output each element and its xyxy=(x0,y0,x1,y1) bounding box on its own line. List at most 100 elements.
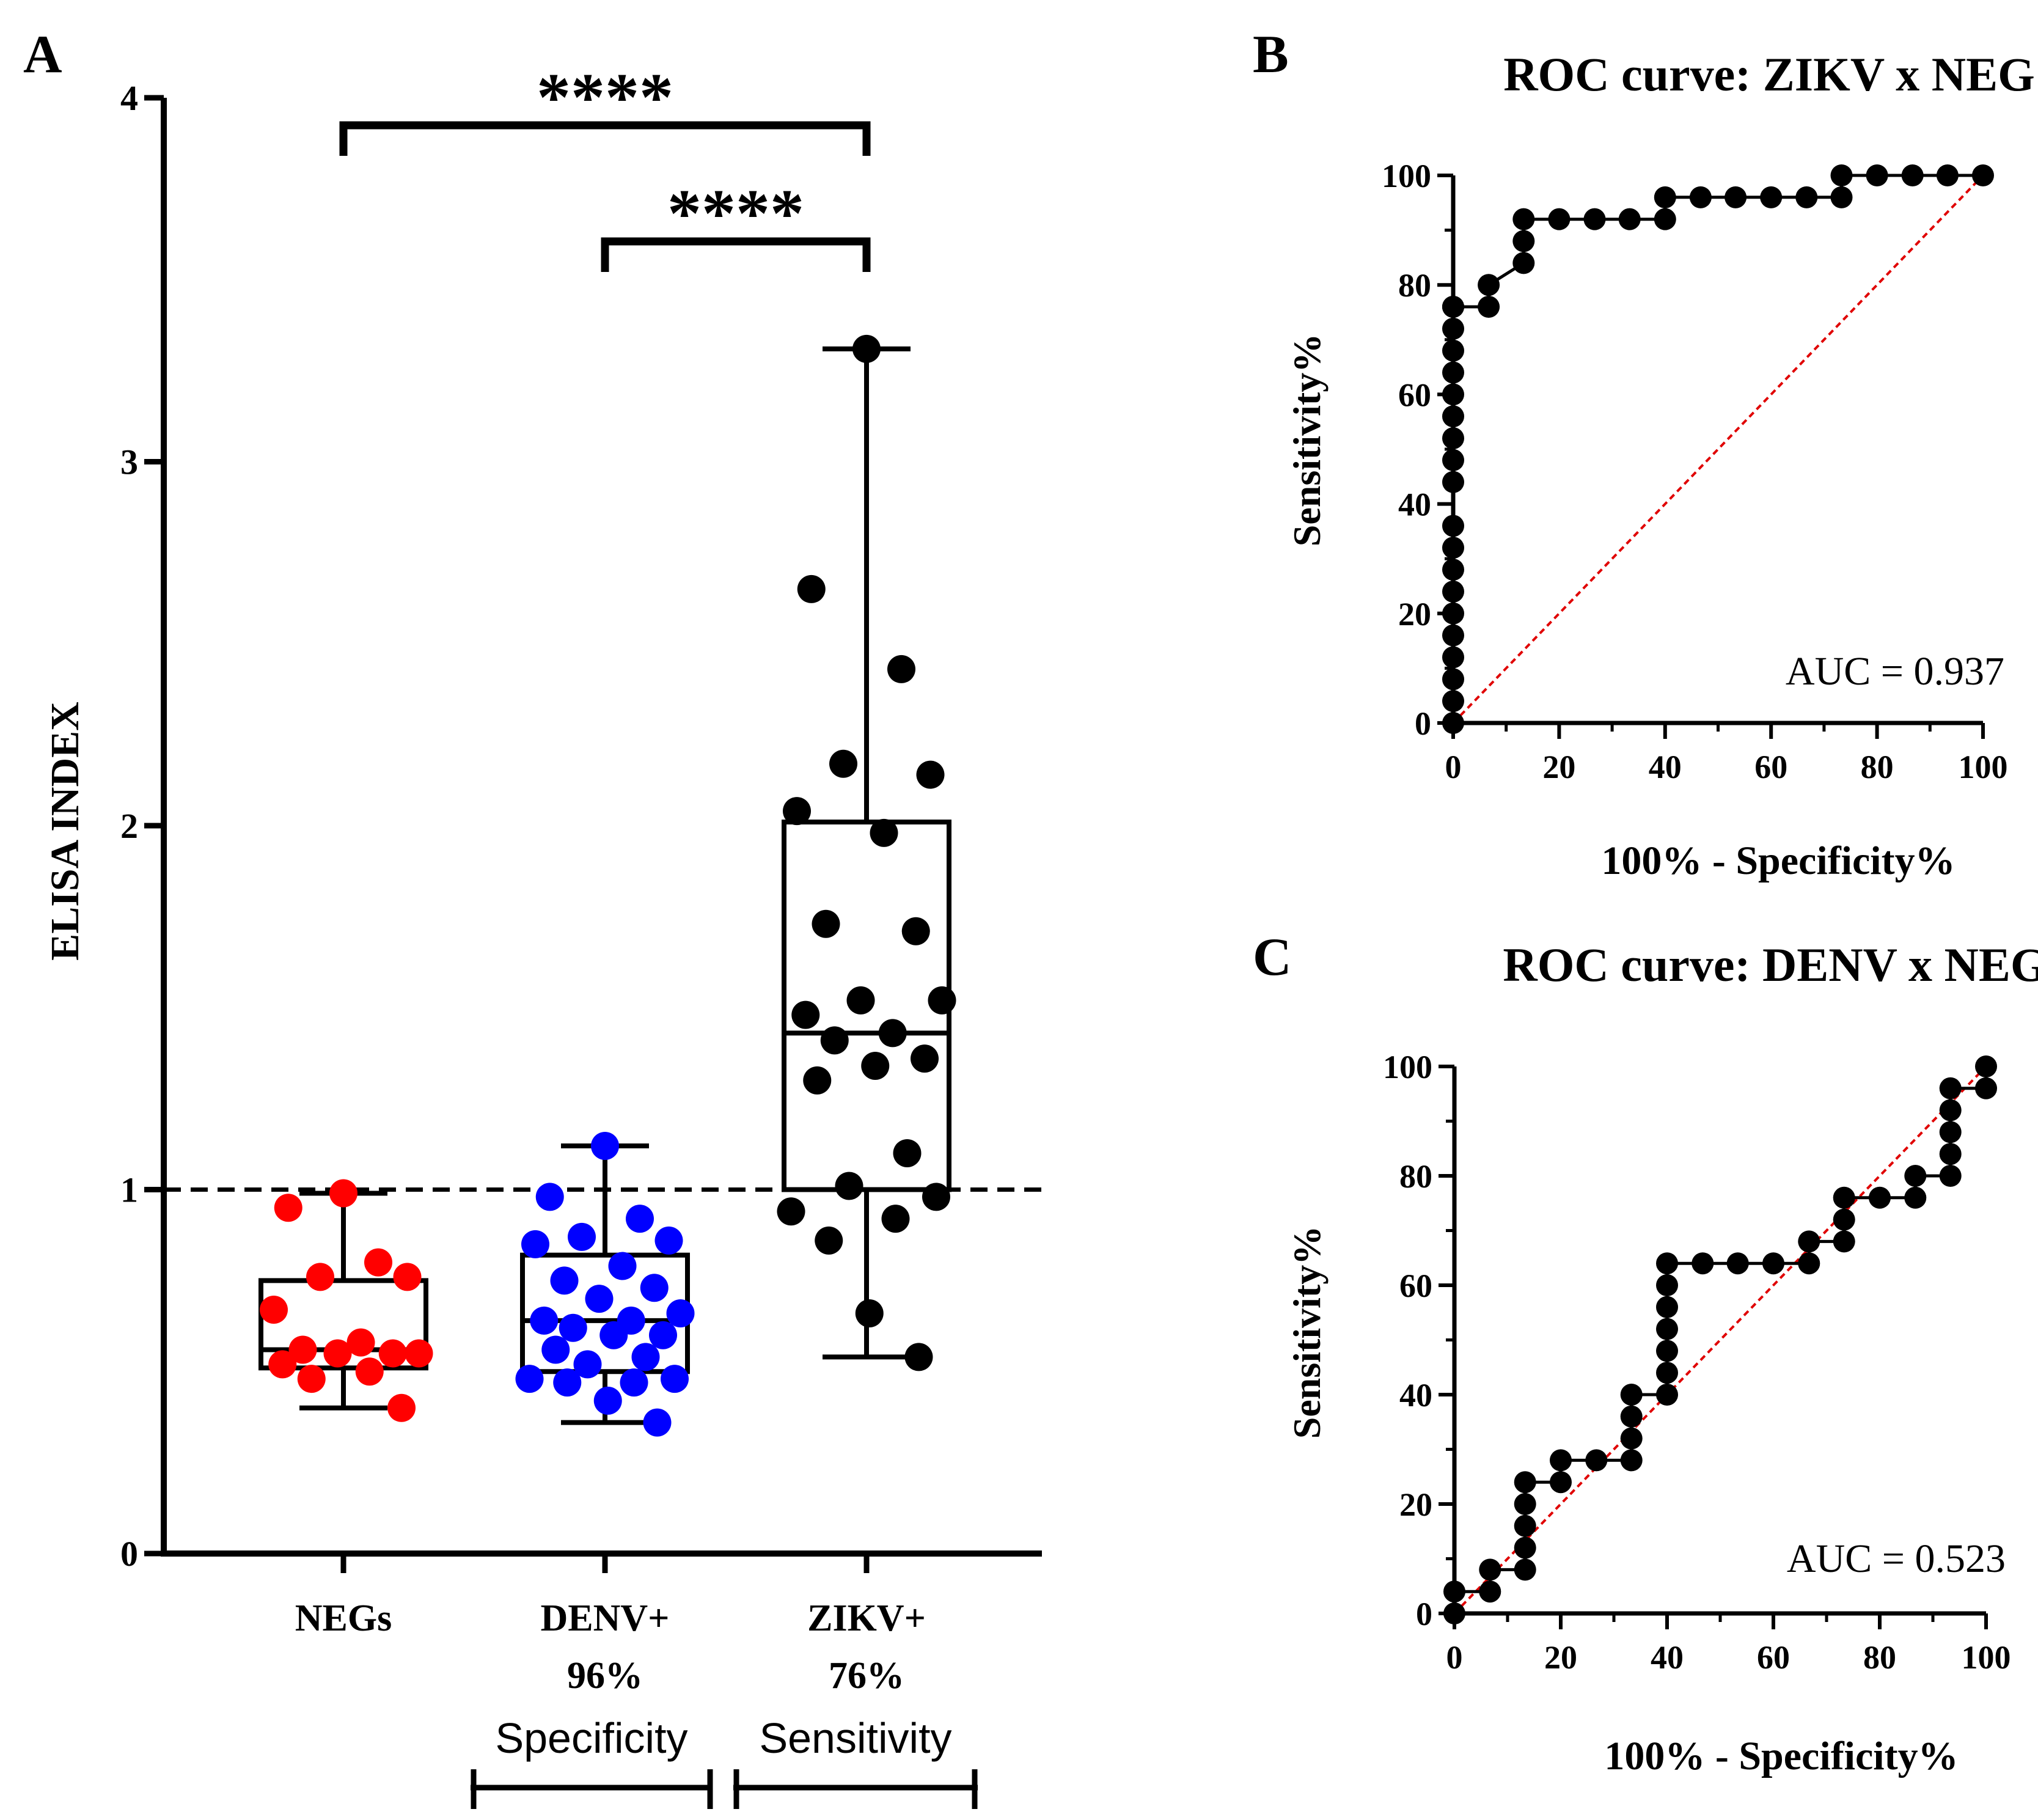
panel-c-roc-point xyxy=(1939,1099,1962,1121)
data-point-denv xyxy=(530,1306,559,1335)
significance-bracket xyxy=(339,121,871,156)
panel-c-roc-point xyxy=(1656,1296,1678,1318)
data-point-denv xyxy=(631,1343,660,1371)
panel-b-auc: AUC = 0.937 xyxy=(1786,649,2004,694)
data-point-zikv xyxy=(852,334,881,363)
panel-b-y-tick-label: 100 xyxy=(1382,158,1431,194)
panel-c-roc-point xyxy=(1656,1274,1678,1296)
data-point-zikv xyxy=(893,1139,922,1167)
panel-c-roc-point xyxy=(1939,1077,1962,1099)
data-point-denv xyxy=(550,1266,579,1295)
panel-label-b: B xyxy=(1253,25,1289,84)
panel-c-roc-point xyxy=(1726,1252,1749,1275)
panel-c-roc-point xyxy=(1939,1143,1962,1165)
panel-b-roc-point xyxy=(1760,186,1783,208)
panel-c-roc-point xyxy=(1514,1493,1536,1515)
panel-b-roc-point xyxy=(1442,646,1464,669)
panel-b-roc-point xyxy=(1442,624,1464,647)
panel-c-y-tick-label: 0 xyxy=(1416,1596,1432,1632)
data-point-denv xyxy=(568,1222,596,1251)
data-point-denv xyxy=(591,1132,619,1161)
panel-b-roc: ROC curve: ZIKV x NEG Sensitivity% 100% … xyxy=(1285,48,2035,883)
panel-c-x-axis-label: 100% - Specificity% xyxy=(1604,1734,1958,1778)
panel-b-roc-point xyxy=(1795,186,1818,208)
data-point-zikv xyxy=(870,818,898,847)
data-point-denv xyxy=(643,1408,672,1437)
panel-c-roc-point xyxy=(1904,1165,1927,1187)
data-point-zikv xyxy=(803,1066,832,1095)
data-point-zikv xyxy=(815,1226,843,1255)
panel-c-roc-point xyxy=(1656,1384,1678,1406)
panel-c-roc-point xyxy=(1692,1252,1714,1275)
data-point-zikv xyxy=(904,1343,933,1371)
category-label: NEGs xyxy=(295,1598,392,1639)
data-point-denv xyxy=(608,1252,637,1280)
panel-b-roc-point xyxy=(1725,186,1747,208)
data-point-zikv xyxy=(783,797,811,826)
category-percentage: 96% xyxy=(567,1655,643,1697)
panel-b-roc-point xyxy=(1512,208,1535,230)
panel-c-auc: AUC = 0.523 xyxy=(1787,1536,2006,1581)
sensitivity-bracket xyxy=(733,1769,978,1809)
panel-c-x-tick-label: 100 xyxy=(1962,1639,2011,1676)
panel-b-roc-point xyxy=(1866,164,1888,186)
panel-c-roc-point xyxy=(1656,1252,1678,1275)
data-point-denv xyxy=(573,1350,602,1379)
panel-b-roc-point xyxy=(1442,580,1464,603)
data-point-zikv xyxy=(791,1000,820,1029)
panel-b-roc-point xyxy=(1442,712,1464,734)
data-point-zikv xyxy=(861,1052,890,1081)
panel-b-roc-point xyxy=(1901,164,1924,186)
panel-b-roc-point xyxy=(1583,208,1606,230)
panel-a-y-tick-label: 2 xyxy=(120,806,138,846)
data-point-denv xyxy=(649,1321,677,1349)
panel-c-y-tick-label: 40 xyxy=(1399,1377,1432,1414)
data-point-denv xyxy=(661,1365,689,1393)
data-point-zikv xyxy=(777,1197,805,1226)
panel-b-x-tick-label: 0 xyxy=(1445,749,1462,785)
panel-b-reference-line xyxy=(1452,174,1984,724)
data-point-negs xyxy=(297,1365,326,1393)
panel-c-y-tick-label: 100 xyxy=(1383,1049,1432,1085)
data-point-negs xyxy=(355,1357,384,1386)
panel-a-axes: 0 1 2 3 4 xyxy=(120,78,1042,1574)
panel-b-roc-point xyxy=(1442,471,1464,493)
panel-a-points xyxy=(260,334,956,1437)
panel-a-y-tick-label: 1 xyxy=(120,1170,138,1210)
panel-c-x-tick-label: 80 xyxy=(1863,1639,1896,1676)
data-point-negs xyxy=(405,1339,433,1368)
data-point-denv xyxy=(521,1230,549,1258)
panel-c-title: ROC curve: DENV x NEG xyxy=(1503,938,2038,991)
panel-c-x-tick-label: 60 xyxy=(1757,1639,1790,1676)
panel-a-boxplot: ELISA INDEX 0 1 2 3 4 **** **** NEGs DENV+ 96% Z… xyxy=(43,60,1042,1809)
data-point-denv xyxy=(559,1313,587,1342)
panel-b-x-tick-label: 100 xyxy=(1959,749,2008,785)
panel-b-roc-point xyxy=(1442,690,1464,713)
data-point-denv xyxy=(585,1285,614,1313)
data-point-zikv xyxy=(928,986,956,1015)
panel-c-roc-point xyxy=(1514,1471,1536,1494)
panel-c-roc-point xyxy=(1620,1405,1643,1428)
panel-c-x-tick-label: 20 xyxy=(1544,1639,1577,1676)
data-point-zikv xyxy=(901,917,930,945)
panel-c-roc-point xyxy=(1975,1077,1997,1099)
panel-c-roc-point xyxy=(1443,1580,1465,1603)
panel-b-roc-point xyxy=(1442,449,1464,471)
category-percentage: 76% xyxy=(829,1655,904,1697)
panel-c-roc-point xyxy=(1479,1580,1501,1603)
panel-b-x-tick-label: 40 xyxy=(1649,749,1682,785)
panel-c-roc-point xyxy=(1833,1186,1855,1209)
panel-c-roc-point xyxy=(1620,1384,1643,1406)
panel-a-y-tick-label: 4 xyxy=(120,78,138,118)
data-point-denv xyxy=(593,1386,622,1415)
panel-a-y-tick-label: 0 xyxy=(120,1534,138,1574)
data-point-zikv xyxy=(820,1026,849,1055)
panel-c-roc-point xyxy=(1479,1558,1501,1581)
panel-c-roc-point xyxy=(1975,1055,1997,1077)
sensitivity-label: Sensitivity xyxy=(759,1714,951,1762)
panel-a-significance: **** **** xyxy=(339,60,871,272)
panel-c-x-tick-label: 0 xyxy=(1446,1639,1463,1676)
panel-c-roc-point xyxy=(1798,1230,1820,1253)
data-point-negs xyxy=(260,1296,288,1324)
data-point-denv xyxy=(666,1299,695,1327)
